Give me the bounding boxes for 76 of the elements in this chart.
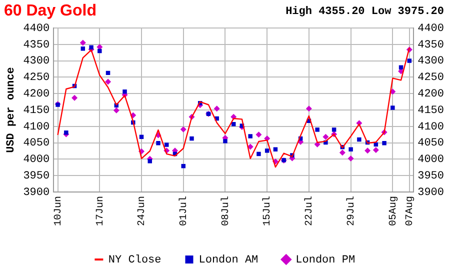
point bbox=[122, 90, 127, 94]
point bbox=[80, 46, 86, 51]
y2-tick-label: 4150 bbox=[418, 104, 444, 117]
point bbox=[113, 107, 120, 114]
x-tick-label: 01Jul bbox=[178, 196, 190, 226]
y2-tick-label: 4100 bbox=[418, 121, 444, 134]
point bbox=[148, 159, 152, 164]
y2-tick-label: 3950 bbox=[418, 170, 444, 182]
point bbox=[247, 144, 254, 150]
point bbox=[105, 78, 112, 85]
legend-label: NY Close bbox=[108, 254, 162, 266]
point bbox=[372, 147, 379, 154]
point bbox=[398, 65, 404, 70]
y-tick-label: 4250 bbox=[23, 72, 50, 84]
y2-tick-label: 4200 bbox=[418, 88, 444, 101]
y2-tick-label: 4350 bbox=[418, 39, 444, 52]
x-tick-label: 10Jun bbox=[53, 196, 64, 226]
y2-tick-label: 4000 bbox=[418, 154, 444, 166]
y2-tick-label: 4250 bbox=[418, 72, 444, 84]
x-tick-label: 22Jul bbox=[304, 196, 316, 226]
text: High 4355.20 Low 3975.20 bbox=[286, 6, 444, 18]
point bbox=[98, 48, 102, 54]
point bbox=[80, 40, 86, 46]
y-tick-label: 3900 bbox=[23, 186, 50, 199]
point bbox=[306, 106, 312, 112]
point bbox=[223, 139, 228, 144]
y2-tick-label: 4400 bbox=[418, 22, 444, 35]
legend-label: London PM bbox=[296, 254, 356, 266]
point bbox=[180, 126, 186, 132]
y-tick-label: 4200 bbox=[23, 88, 50, 101]
point bbox=[348, 147, 353, 152]
point bbox=[407, 58, 412, 63]
point bbox=[89, 45, 94, 50]
y2-tick-label: 3900 bbox=[418, 186, 444, 199]
point bbox=[322, 134, 329, 140]
point bbox=[315, 128, 320, 132]
y-tick-label: 4150 bbox=[23, 104, 50, 117]
y-tick-label: 4300 bbox=[23, 56, 50, 68]
point bbox=[314, 141, 320, 148]
point bbox=[364, 148, 371, 154]
point bbox=[264, 148, 270, 153]
x-tick-label: 17Jun bbox=[95, 196, 106, 226]
point bbox=[256, 132, 262, 138]
point bbox=[339, 150, 346, 156]
point bbox=[357, 137, 362, 142]
chart-title: 60 Day Gold bbox=[4, 2, 96, 20]
point bbox=[332, 128, 336, 132]
y-tick-label: 4350 bbox=[23, 39, 50, 52]
x-tick-label: 07Aug bbox=[405, 196, 416, 226]
legend-label: London AM bbox=[198, 254, 258, 266]
point bbox=[248, 134, 252, 138]
y-axis-title: USD per ounce bbox=[5, 66, 18, 153]
y2-tick-label: 4050 bbox=[418, 138, 444, 150]
y-tick-label: 4050 bbox=[23, 138, 50, 150]
point bbox=[156, 141, 160, 146]
point bbox=[190, 136, 194, 141]
y-tick-label: 4100 bbox=[23, 121, 50, 134]
point bbox=[256, 152, 261, 156]
point bbox=[390, 106, 395, 110]
point bbox=[382, 141, 386, 146]
point bbox=[164, 142, 169, 147]
x-tick-label: 08Jul bbox=[220, 196, 232, 226]
y2-tick-label: 4300 bbox=[418, 56, 444, 68]
y-tick-label: 3950 bbox=[23, 170, 50, 182]
point bbox=[72, 94, 78, 101]
y-tick-label: 4000 bbox=[23, 154, 50, 166]
y-tick-label: 4400 bbox=[23, 22, 50, 35]
point bbox=[214, 106, 220, 112]
x-tick-label: 05Aug bbox=[388, 196, 400, 226]
x-tick-label: 15Jul bbox=[262, 196, 274, 226]
point bbox=[181, 164, 186, 168]
point bbox=[348, 156, 354, 162]
point bbox=[64, 130, 68, 135]
point bbox=[273, 147, 278, 152]
x-tick-label: 24Jun bbox=[137, 196, 148, 226]
x-tick-label: 29Jul bbox=[345, 196, 358, 226]
